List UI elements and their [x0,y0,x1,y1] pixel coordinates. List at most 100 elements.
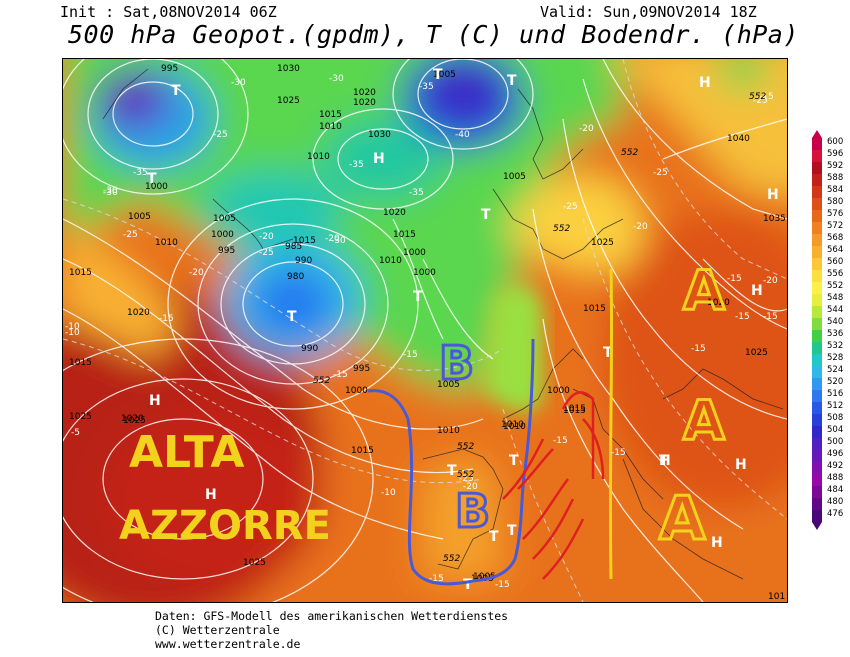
legend-swatch [812,474,822,486]
t-label: -25 [259,248,274,258]
legend-swatch [812,234,822,246]
legend-swatch [812,318,822,330]
legend-value: 600 [827,137,844,147]
center-marker: T [287,309,297,325]
t-label: -10 [65,322,80,332]
legend-value: 476 [827,509,844,519]
t-label: -20 [259,232,274,242]
legend-value: 528 [827,353,844,363]
p-label: 985 [285,242,302,252]
p-label: 1010 [501,420,524,430]
high-label-a2: A [683,389,725,452]
legend-value: 572 [827,221,844,231]
center-marker: T [171,83,181,99]
p-label: 1035 [763,214,786,224]
low-label-b1: B [439,336,474,390]
t-label: -35 [349,160,364,170]
p-label: 1015 [319,110,342,120]
center-marker: H [699,75,711,91]
legend-row: 492 [812,461,848,474]
gp-label: 552 [553,224,570,234]
t-label: -15 [735,312,750,322]
legend-swatch [812,198,822,210]
t-label: -10 [65,328,80,338]
legend-row: 500 [812,437,848,450]
p-label: 990 [295,256,312,266]
p-label: 1005 [473,572,496,582]
high-label-a1: A [683,259,725,322]
legend-swatch [812,450,822,462]
p-label: 1005 [433,70,456,80]
p-label: 1025 [243,558,266,568]
t-label: -10 [381,488,396,498]
legend-value: 592 [827,161,844,171]
credit-url: www.wetterzentrale.de [155,637,301,651]
legend-swatch [812,342,822,354]
legend-row: 504 [812,425,848,438]
center-marker: T [507,523,517,539]
t-label: -15 [611,448,626,458]
p-label: 1000 [547,386,570,396]
t-label: -15 [403,350,418,360]
legend-swatch [812,282,822,294]
t-label: -15 [759,92,774,102]
legend-value: 536 [827,329,844,339]
p-label: 995 [218,246,235,256]
p-label: 1015 [583,304,606,314]
legend-row: 476 [812,509,848,522]
t-label: -30 [103,186,118,196]
t-label: -35 [419,82,434,92]
legend-swatch [812,390,822,402]
p-label: 1010 [307,152,330,162]
t-label: -15 [429,574,444,584]
legend-value: 556 [827,269,844,279]
t-label: -15 [333,370,348,380]
center-marker: T [447,463,457,479]
legend-row: 548 [812,293,848,306]
t-label: -15 [727,274,742,284]
legend-swatch [812,402,822,414]
credits: Daten: GFS-Modell des amerikanischen Wet… [155,609,508,651]
legend-value: 484 [827,485,844,495]
flow-arrows [502,391,605,580]
legend-swatch [812,438,822,450]
center-marker: H [735,457,747,473]
t-label: -25 [459,474,474,484]
isobars [63,59,787,602]
t-label: -15 [159,314,174,324]
center-marker: H [373,151,385,167]
p-label: 1005 [128,212,151,222]
center-marker: T [147,171,157,187]
legend-row: 564 [812,245,848,258]
legend-row: 580 [812,197,848,210]
p-label: 1020 [353,88,376,98]
legend-row: 532 [812,341,848,354]
legend-value: 520 [827,377,844,387]
gp-label: 552 [457,442,474,452]
legend-bar [812,130,822,530]
t-label: -25 [563,202,578,212]
legend-value: 560 [827,257,844,267]
t-label: -30 [329,74,344,84]
legend-swatch [812,270,822,282]
p-label: 1025 [69,412,92,422]
legend-swatch [812,246,822,258]
legend-swatch [812,354,822,366]
p-label: 1005 [503,172,526,182]
legend-row: 520 [812,377,848,390]
legend-value: 564 [827,245,844,255]
temperature-field [63,59,787,602]
center-marker: T [489,529,499,545]
legend-value: 580 [827,197,844,207]
legend-row: 600 [812,137,848,150]
t-label: -20 [579,124,594,134]
hand-annotations: B B ALTA AZZORRE A A A [119,258,727,586]
p-label: 1000 [145,182,168,192]
center-marker: T [507,73,517,89]
t-label: -20 [633,222,648,232]
center-marker: T [433,67,443,83]
gp-label: 552 [621,148,638,158]
p-label: 1010 [155,238,178,248]
legend-swatch [812,150,822,162]
legend-value: 508 [827,413,844,423]
